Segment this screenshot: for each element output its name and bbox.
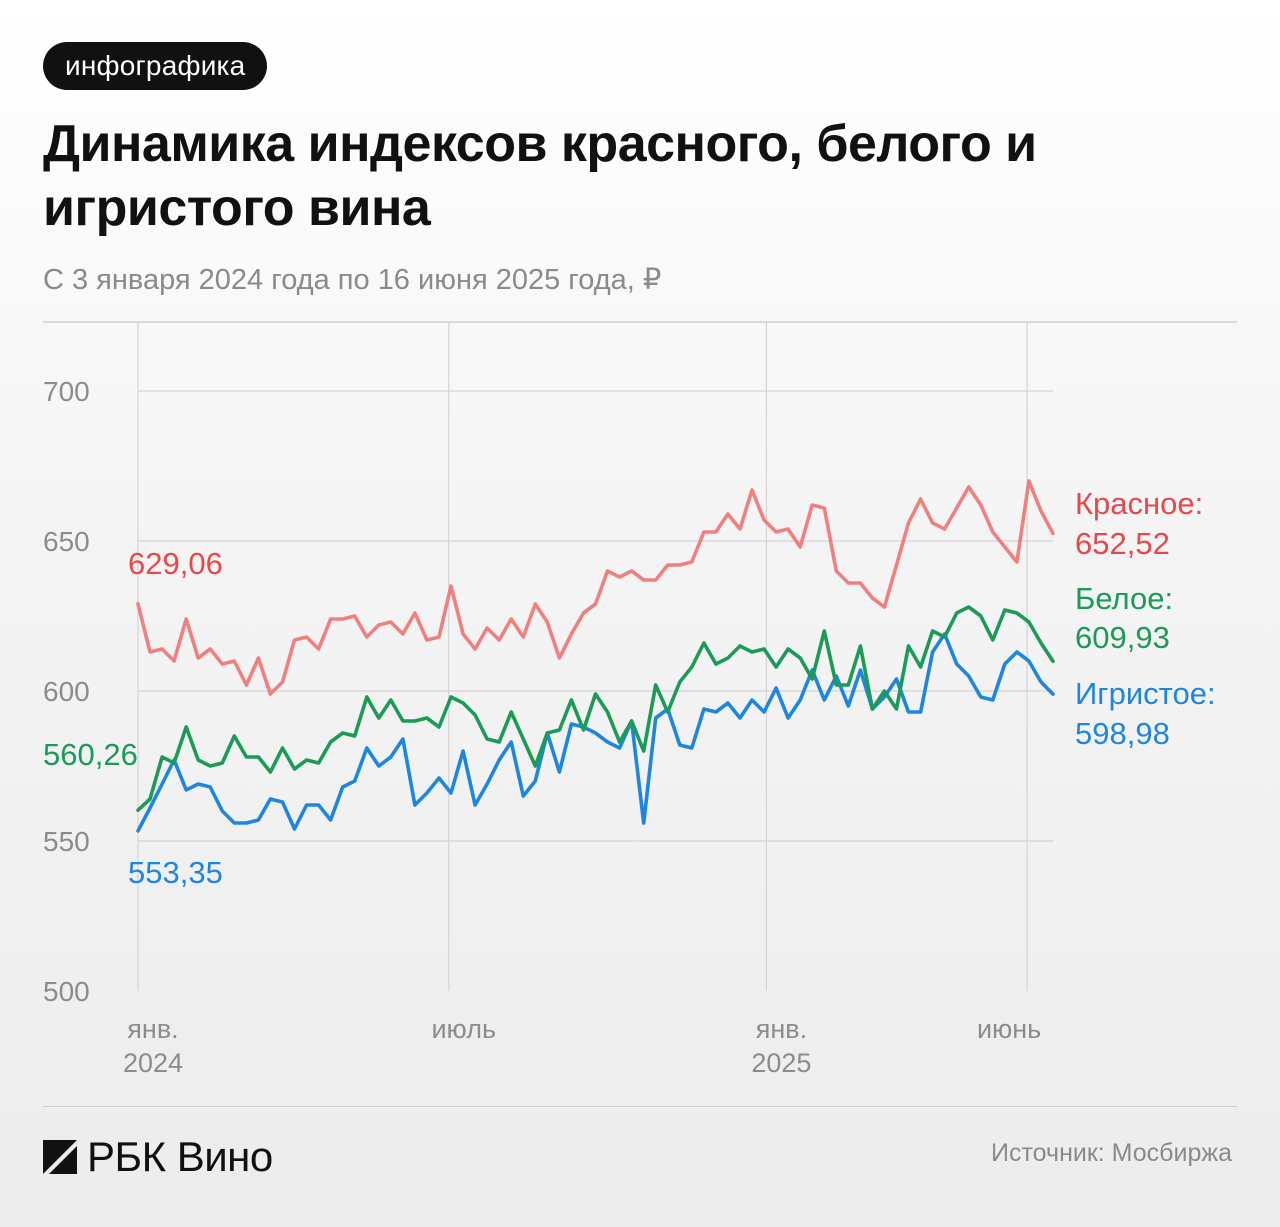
- x-tick-label: июнь: [977, 1014, 1041, 1044]
- series-name-label: Белое:: [1075, 581, 1173, 616]
- x-axis: янв. 2024 июль янв. 2025 июнь: [123, 1014, 1041, 1078]
- x-tick-label-year: 2024: [123, 1048, 183, 1078]
- series-start-label: 629,06: [128, 546, 223, 581]
- chart-subtitle: С 3 января 2024 года по 16 июня 2025 год…: [43, 264, 662, 296]
- y-tick-label: 550: [43, 826, 90, 857]
- series-line-2: [136, 632, 1055, 833]
- source-note: Источник: Мосбиржа: [991, 1139, 1232, 1167]
- line-chart: 500 550 600 650 700 янв. 2024 июль янв. 2025 июнь…: [43, 321, 1237, 1078]
- y-tick-label: 700: [43, 376, 90, 407]
- y-tick-label: 500: [43, 976, 90, 1007]
- series-name-label: Красное:: [1075, 486, 1203, 521]
- y-axis: 500 550 600 650 700: [43, 376, 90, 1007]
- x-tick-label: янв.: [127, 1014, 178, 1044]
- series-line-1: [136, 605, 1055, 813]
- footer-divider: [43, 1106, 1237, 1107]
- grid: [137, 322, 1053, 991]
- series-line-0: [136, 479, 1055, 696]
- brand-logo: РБК Вино: [43, 1133, 273, 1180]
- y-tick-label: 650: [43, 526, 90, 557]
- x-tick-label: янв.: [756, 1014, 807, 1044]
- series-labels: 629,06 Красное: 652,52 560,26 Белое: 609,93 55…: [43, 486, 1216, 890]
- series-end-label: 652,52: [1075, 526, 1170, 561]
- x-tick-label-year: 2025: [751, 1048, 811, 1078]
- y-tick-label: 600: [43, 676, 90, 707]
- series-start-label: 560,26: [43, 737, 138, 772]
- brand-name: РБК Вино: [87, 1133, 273, 1180]
- series-end-label: 609,93: [1075, 620, 1170, 655]
- chart-title: Динамика индексов красного, белого и игр…: [43, 115, 1037, 237]
- series-end-label: 598,98: [1075, 716, 1170, 751]
- x-tick-label: июль: [431, 1014, 496, 1044]
- brand-mark-icon: [43, 1140, 77, 1174]
- series-name-label: Игристое:: [1075, 676, 1216, 711]
- series-start-label: 553,35: [128, 855, 223, 890]
- infographic-tag: инфографика: [43, 42, 268, 90]
- series-lines: [136, 479, 1055, 833]
